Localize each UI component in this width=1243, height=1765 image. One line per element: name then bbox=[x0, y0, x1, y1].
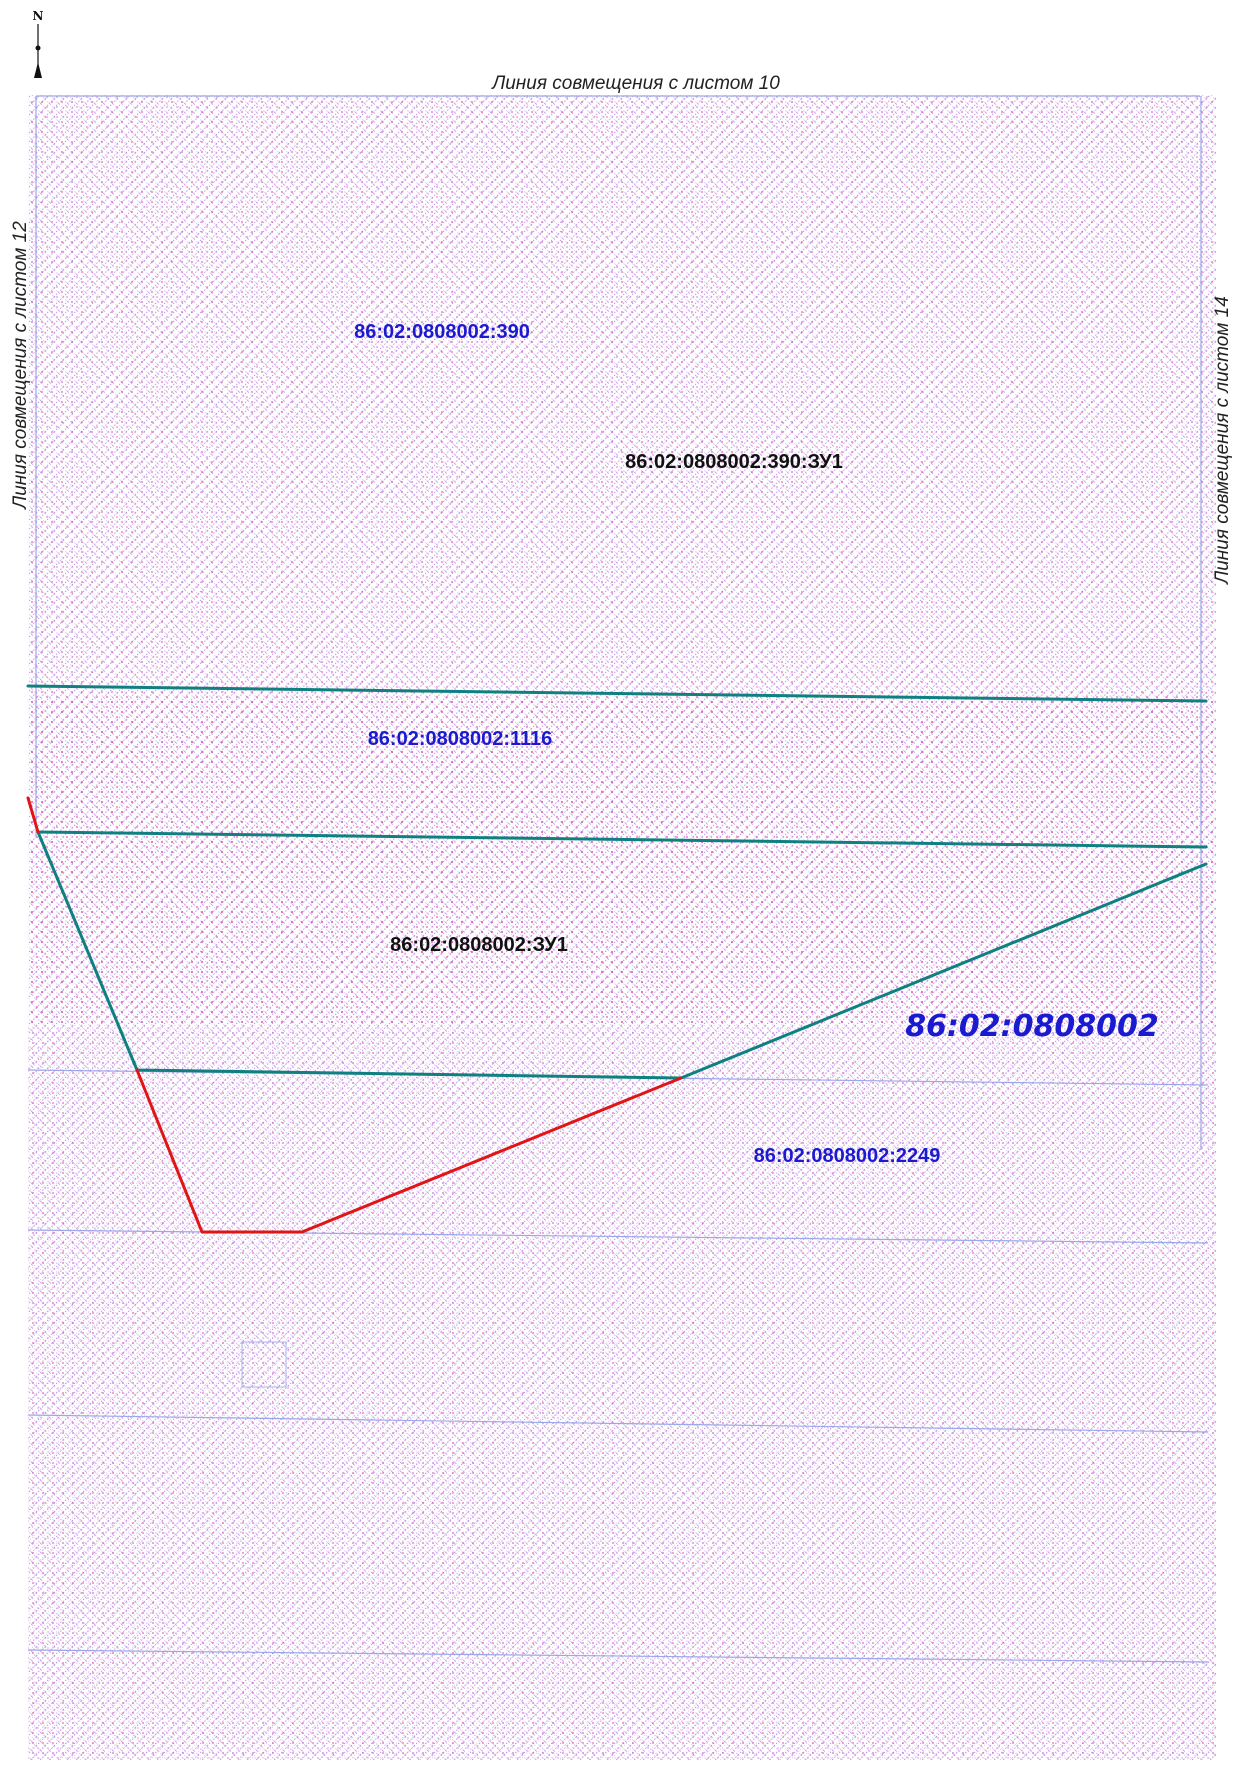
existing-boundaries bbox=[26, 684, 1208, 1080]
north-arrow-icon: N bbox=[33, 9, 44, 78]
parcel-label-2249: 86:02:0808002:2249 bbox=[754, 1145, 941, 1167]
new-boundary bbox=[26, 796, 683, 1234]
north-letter: N bbox=[33, 9, 44, 23]
hatch-area bbox=[28, 95, 1216, 1760]
parcel-label-390-zu1: 86:02:0808002:390:ЗУ1 bbox=[625, 451, 843, 473]
parcel-label-1116: 86:02:0808002:1116 bbox=[368, 728, 553, 750]
parcel-label-zu1: 86:02:0808002:ЗУ1 bbox=[390, 934, 568, 956]
quarter-label: 86:02:0808002 bbox=[905, 1009, 1159, 1044]
parcel-label-390: 86:02:0808002:390 bbox=[354, 321, 530, 343]
match-line-top-label: Линия совмещения с листом 10 bbox=[490, 73, 780, 94]
match-line-right-label: Линия совмещения с листом 14 bbox=[1212, 296, 1233, 586]
match-line-left-label: Линия совмещения с листом 12 bbox=[10, 221, 31, 511]
